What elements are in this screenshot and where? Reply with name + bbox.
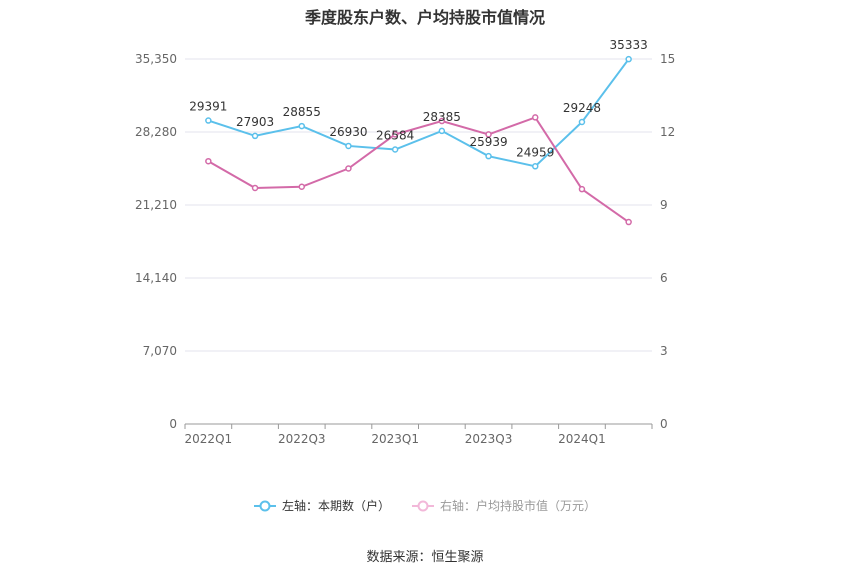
right-axis-tick-label: 6 bbox=[660, 271, 668, 285]
data-point bbox=[438, 117, 446, 125]
data-point bbox=[438, 127, 446, 135]
data-label: 27903 bbox=[236, 115, 274, 129]
data-point bbox=[485, 131, 492, 138]
data-point bbox=[251, 132, 259, 140]
x-axis-tick-label: 2022Q3 bbox=[278, 432, 326, 446]
data-label: 28385 bbox=[423, 110, 461, 124]
data-point bbox=[625, 55, 632, 63]
right-axis-tick-label: 15 bbox=[660, 52, 675, 66]
right-axis-tick-label: 0 bbox=[660, 417, 668, 431]
data-labels: 29391 27903 28855 26930 26584 28385 25939 24959… bbox=[189, 38, 647, 159]
series-line-2 bbox=[207, 116, 630, 223]
data-point bbox=[298, 183, 305, 190]
data-point bbox=[205, 117, 212, 124]
data-point bbox=[345, 165, 352, 172]
data-point bbox=[391, 131, 399, 138]
legend-swatch-left-icon bbox=[253, 500, 276, 511]
data-label: 28855 bbox=[283, 105, 321, 119]
data-point bbox=[532, 163, 539, 170]
legend-item-right[interactable]: 右轴：户均持股市值（万元） bbox=[412, 497, 596, 514]
left-axis-tick-label: 35,350 bbox=[135, 52, 177, 66]
data-point bbox=[578, 185, 586, 193]
chart-title: 季度股东户数、户均持股市值情况 bbox=[304, 8, 545, 27]
data-label: 29391 bbox=[189, 100, 227, 114]
left-axis-tick-label: 0 bbox=[169, 417, 177, 431]
axes: 0 7,070 14,140 21,210 28,280 35,350 0 3 6 9 12 15 20… bbox=[135, 52, 675, 446]
x-axis-tick-label: 2022Q1 bbox=[185, 432, 233, 446]
data-label: 35333 bbox=[610, 38, 648, 52]
x-axis-tick-label: 2024Q1 bbox=[558, 432, 606, 446]
right-axis-tick-label: 9 bbox=[660, 198, 668, 212]
data-point bbox=[345, 142, 352, 150]
data-point bbox=[205, 157, 212, 165]
right-axis-tick-label: 12 bbox=[660, 125, 675, 139]
legend-swatch-right-icon bbox=[412, 500, 434, 511]
data-point bbox=[532, 114, 539, 121]
data-label: 25939 bbox=[469, 135, 507, 149]
series-line-1 bbox=[208, 58, 630, 168]
right-axis-tick-label: 3 bbox=[660, 344, 668, 358]
source-note: 数据来源：恒生聚源 bbox=[366, 550, 484, 565]
data-label: 26584 bbox=[376, 129, 414, 143]
x-axis-tick-label: 2023Q1 bbox=[371, 432, 419, 446]
data-label: 26930 bbox=[329, 125, 367, 139]
data-point bbox=[251, 184, 259, 192]
left-axis-tick-label: 28,280 bbox=[135, 125, 177, 139]
left-axis-tick-label: 7,070 bbox=[143, 344, 177, 358]
x-axis-tick-label: 2023Q3 bbox=[465, 432, 513, 446]
data-label: 29248 bbox=[563, 101, 601, 115]
data-label: 24959 bbox=[516, 145, 554, 159]
left-axis-tick-label: 21,210 bbox=[135, 198, 177, 212]
left-axis-tick-label: 14,140 bbox=[135, 271, 177, 285]
legend: 左轴：本期数（户） 右轴：户均持股市值（万元） bbox=[0, 497, 850, 514]
data-point bbox=[298, 122, 305, 130]
legend-item-left[interactable]: 左轴：本期数（户） bbox=[253, 497, 390, 514]
data-point bbox=[391, 146, 399, 153]
data-point bbox=[625, 218, 632, 226]
series-group bbox=[205, 55, 632, 226]
legend-label-left: 左轴：本期数（户） bbox=[281, 499, 390, 513]
legend-label-right: 右轴：户均持股市值（万元） bbox=[440, 499, 597, 513]
data-point bbox=[485, 152, 492, 160]
grid-lines bbox=[185, 58, 652, 425]
data-point bbox=[578, 118, 586, 126]
